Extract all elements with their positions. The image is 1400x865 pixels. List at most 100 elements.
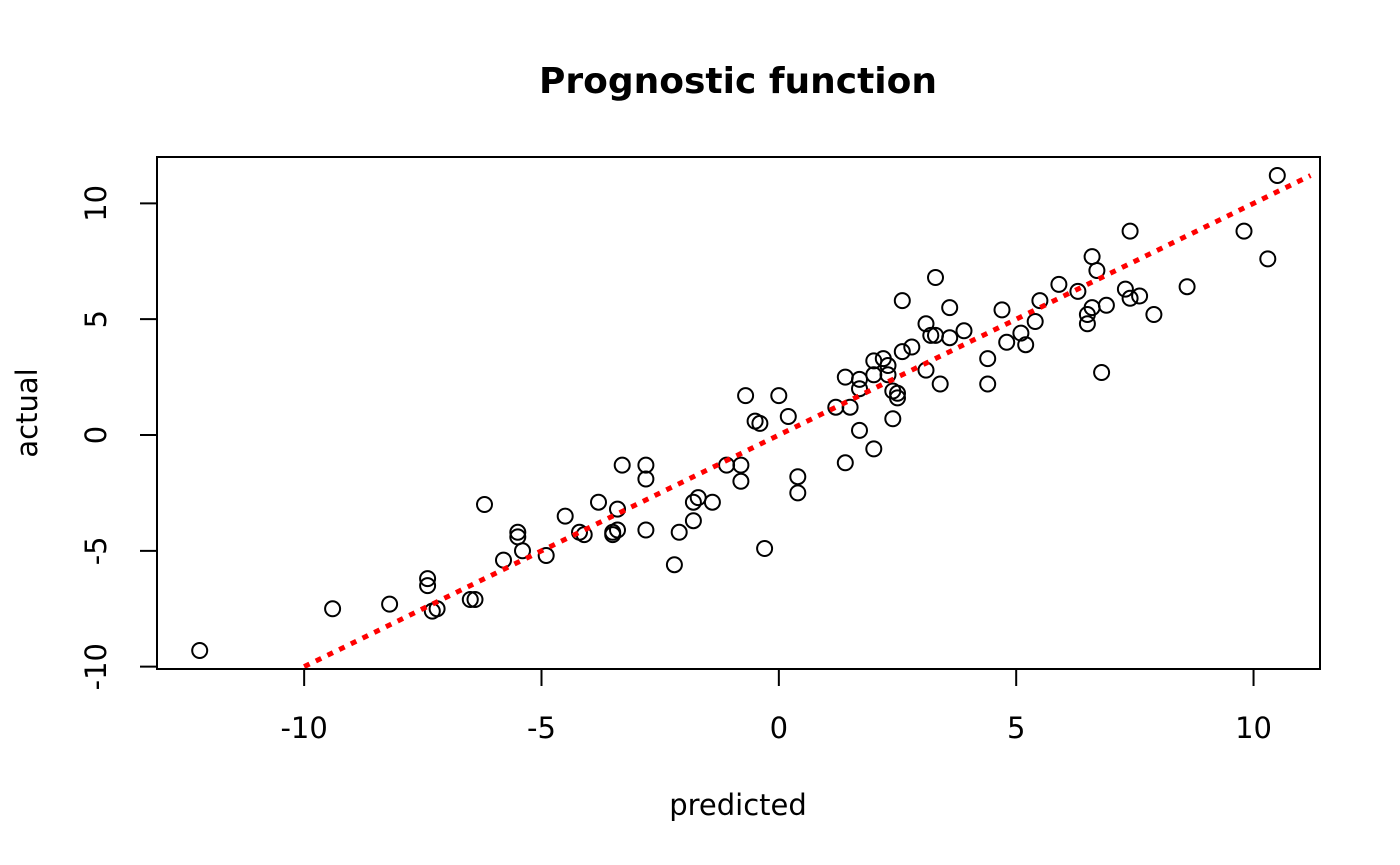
data-point [865,352,883,370]
data-point [732,472,750,490]
data-point [509,523,527,541]
data-point [979,350,997,368]
data-point [495,551,512,569]
data-point [324,600,342,618]
data-point [466,591,484,608]
data-point [927,269,944,286]
data-point [1145,306,1163,323]
data-point [514,542,531,560]
data-point [1026,313,1044,330]
data-point [1116,280,1134,298]
y-tick-label: -5 [79,536,113,565]
data-point [941,329,959,347]
data-point [1121,289,1139,307]
data-point [1088,262,1106,279]
plot-frame [156,156,1321,670]
x-tick-label: 10 [1235,711,1272,745]
data-point [979,375,997,393]
data-point [955,322,973,340]
data-point [756,540,774,557]
data-point [609,521,626,539]
data-point [1259,250,1277,268]
data-point [537,547,555,564]
data-point [684,493,702,511]
x-tick-label: -10 [280,711,327,745]
data-point [931,375,949,393]
data-point [665,556,683,574]
data-point [1178,278,1196,296]
x-axis: -10 -5 0 5 10 [280,668,1272,745]
data-point [684,512,702,530]
reference-line [303,173,1312,669]
data-point [670,523,688,541]
y-tick-label: 0 [79,426,113,444]
data-point [917,315,935,333]
data-point [556,507,574,525]
data-point [789,468,807,486]
data-point [993,301,1011,319]
data-point [419,577,437,595]
x-tick-label: 0 [770,711,788,745]
data-point [1031,292,1049,310]
data-point [1268,167,1286,184]
data-point [889,389,906,407]
data-point [998,333,1016,351]
chart-title: Prognostic function [539,61,937,102]
data-point [637,470,655,488]
data-point [1121,222,1139,240]
data-point [893,292,911,310]
data-point [737,387,755,405]
data-point [865,366,883,384]
data-point [836,454,854,472]
data-point [1069,282,1087,300]
data-point [879,357,897,374]
data-point [836,368,854,386]
data-point [851,421,868,439]
y-axis-label: actual [10,368,44,457]
x-tick-label: -5 [527,711,556,745]
data-point [841,398,859,416]
data-point [922,326,940,344]
x-axis-label: predicted [669,788,807,822]
data-point [851,380,868,398]
data-point [1093,364,1111,381]
data-point [1012,324,1030,342]
data-point [879,366,897,384]
y-tick-label: 10 [79,185,113,222]
data-point [903,338,921,356]
data-point [381,595,399,613]
data-point [751,414,769,432]
y-tick-label: -10 [79,643,113,690]
data-point [609,500,626,518]
data-point [613,456,631,474]
data-point [1078,315,1096,333]
data-point [770,387,788,405]
data-point [637,521,655,539]
y-tick-label: 5 [79,310,113,328]
data-point [779,408,797,425]
data-point [191,642,209,659]
data-point [893,343,911,361]
data-point [1097,296,1115,314]
data-point [732,456,750,474]
data-point [884,410,902,428]
data-point [789,484,807,502]
x-tick-label: 5 [1007,711,1025,745]
plot-area [191,167,1312,669]
data-point [419,570,437,588]
data-point [703,493,721,511]
data-point [865,440,883,458]
y-axis: -10 -5 0 5 10 [79,185,158,690]
data-point [1131,287,1149,305]
data-point [637,456,655,474]
data-point [1235,222,1253,240]
data-point [941,299,959,317]
data-point [590,493,607,511]
data-point [1083,248,1101,266]
data-point [889,384,906,402]
data-point [476,496,493,513]
data-point [1050,275,1068,293]
data-point [461,591,479,608]
data-point [1017,336,1035,354]
